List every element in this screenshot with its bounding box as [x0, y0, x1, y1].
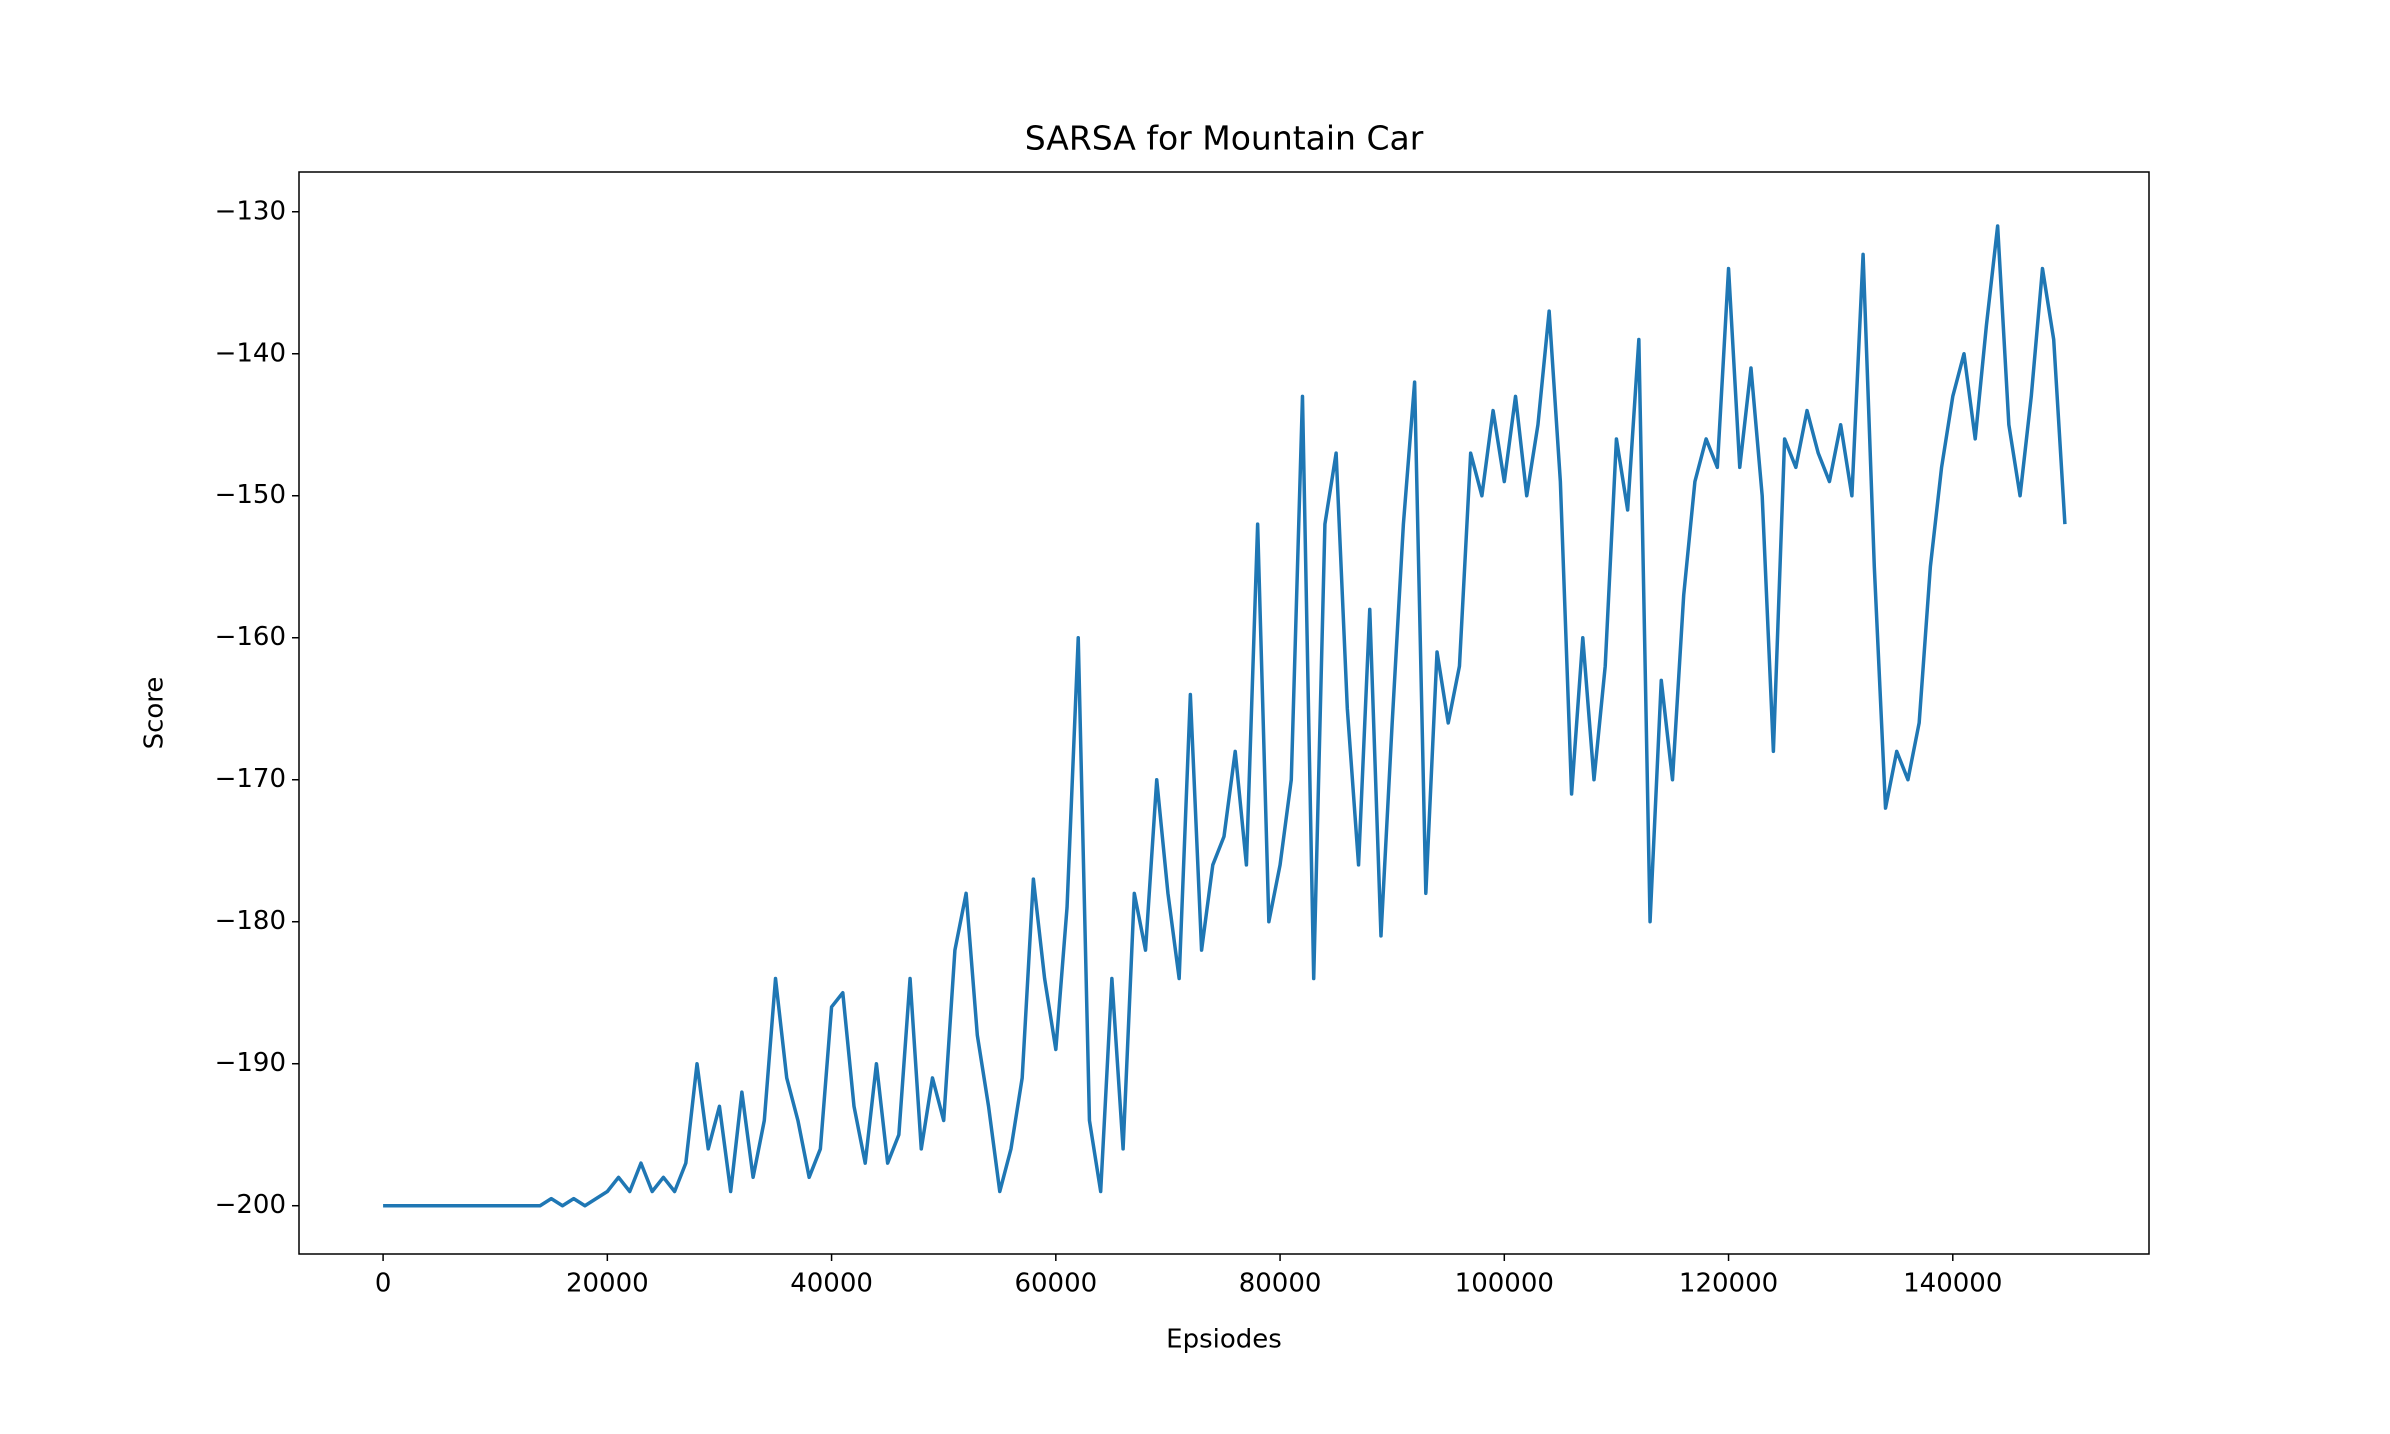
y-tick-label: −200 [215, 1190, 286, 1220]
x-tick-label: 140000 [1903, 1269, 2002, 1299]
series-line [383, 224, 2067, 1208]
x-axis-label: Epsiodes [1166, 1325, 1282, 1355]
x-tick-label: 100000 [1455, 1269, 1554, 1299]
y-tick-label: −130 [215, 196, 286, 226]
plot-frame [298, 171, 2150, 1255]
y-axis-label: Score [140, 677, 170, 750]
x-tick-label: 80000 [1239, 1269, 1322, 1299]
x-tick-label: 120000 [1679, 1269, 1778, 1299]
y-tick-label: −190 [215, 1048, 286, 1078]
y-tick-label: −140 [215, 338, 286, 368]
x-tick-label: 40000 [790, 1269, 873, 1299]
y-tick-label: −150 [215, 480, 286, 510]
x-tick-label: 60000 [1014, 1269, 1097, 1299]
x-tick-label: 0 [375, 1269, 392, 1299]
y-tick-label: −170 [215, 764, 286, 794]
chart-title: SARSA for Mountain Car [1025, 119, 1424, 158]
x-tick-label: 20000 [566, 1269, 649, 1299]
y-tick-label: −180 [215, 906, 286, 936]
y-tick-label: −160 [215, 622, 286, 652]
